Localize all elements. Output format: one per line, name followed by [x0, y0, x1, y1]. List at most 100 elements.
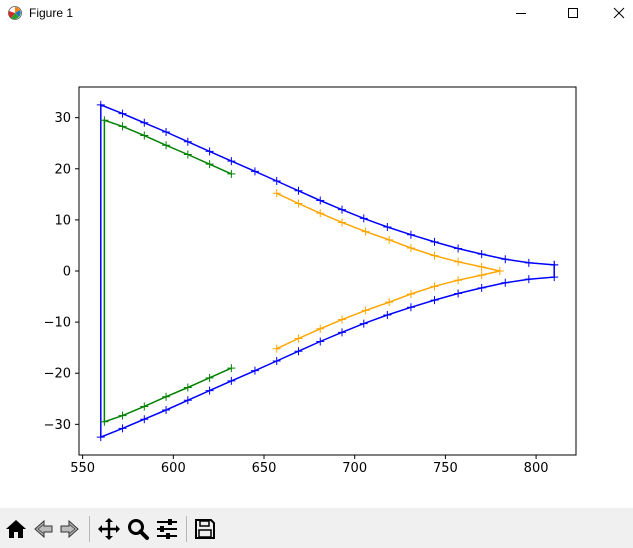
- data-point: [250, 167, 259, 176]
- data-point: [96, 100, 105, 109]
- maximize-button[interactable]: [550, 0, 595, 25]
- data-point: [162, 392, 171, 401]
- data-point: [294, 199, 303, 208]
- back-button[interactable]: [31, 517, 55, 541]
- data-point: [96, 433, 105, 442]
- figure-canvas[interactable]: 550 600 650 700 750 800 −30 −20 −10 0 10 20 30: [0, 25, 633, 508]
- data-point: [454, 276, 463, 285]
- data-point: [550, 260, 559, 269]
- data-point: [140, 402, 149, 411]
- data-point: [406, 230, 415, 239]
- y-tick-label: 30: [54, 111, 71, 126]
- data-point: [361, 227, 370, 236]
- window-titlebar: Figure 1: [0, 0, 633, 25]
- minimize-button[interactable]: [498, 0, 543, 25]
- maximize-icon: [567, 7, 578, 18]
- close-button[interactable]: [596, 0, 633, 25]
- y-tick-label: 0: [63, 265, 71, 280]
- data-point: [430, 251, 439, 260]
- data-point: [227, 157, 236, 166]
- data-point: [383, 310, 392, 319]
- y-tick-label: −10: [44, 316, 71, 331]
- data-point: [272, 344, 281, 353]
- data-point: [100, 417, 109, 426]
- data-point: [338, 315, 347, 324]
- data-point: [501, 255, 510, 264]
- data-point: [338, 218, 347, 227]
- data-point: [316, 196, 325, 205]
- zoom-button[interactable]: [126, 517, 150, 541]
- data-point: [227, 169, 236, 178]
- data-point: [294, 186, 303, 195]
- move-icon: [98, 518, 120, 540]
- axis-ticks: 550 600 650 700 750 800 −30 −20 −10 0 10 20 30: [44, 111, 549, 476]
- forward-arrow-icon: [60, 519, 79, 539]
- x-tick-label: 750: [433, 461, 458, 476]
- data-point: [430, 296, 439, 305]
- toolbar-separator: [186, 516, 187, 542]
- data-point: [205, 386, 214, 395]
- data-point: [406, 303, 415, 312]
- data-point: [550, 273, 559, 282]
- data-point: [140, 415, 149, 424]
- data-point: [406, 244, 415, 252]
- data-point: [183, 150, 192, 159]
- data-point: [272, 356, 281, 365]
- data-point: [118, 424, 127, 433]
- data-point: [454, 244, 463, 253]
- home-icon: [6, 520, 26, 538]
- series-line-2: [276, 192, 500, 350]
- data-point: [316, 337, 325, 346]
- data-point: [118, 411, 127, 420]
- data-point: [205, 147, 214, 156]
- data-point: [359, 214, 368, 223]
- magnifier-icon: [128, 519, 149, 540]
- data-point: [338, 205, 347, 214]
- data-point: [272, 177, 281, 186]
- data-point: [385, 298, 394, 307]
- data-point: [454, 289, 463, 298]
- data-point: [359, 319, 368, 328]
- y-tick-label: 20: [54, 162, 71, 177]
- forward-button[interactable]: [58, 517, 82, 541]
- data-point: [495, 267, 504, 275]
- data-point: [227, 376, 236, 385]
- data-point: [140, 131, 149, 140]
- data-point: [294, 347, 303, 356]
- data-point: [183, 396, 192, 405]
- matplotlib-icon: [8, 6, 22, 20]
- y-tick-label: −30: [44, 418, 71, 433]
- data-point: [205, 373, 214, 382]
- data-point: [477, 283, 486, 292]
- home-button[interactable]: [4, 517, 28, 541]
- floppy-disk-icon: [195, 519, 215, 539]
- close-icon: [613, 7, 624, 18]
- pan-button[interactable]: [97, 517, 121, 541]
- data-point: [162, 141, 171, 150]
- x-tick-label: 600: [161, 461, 186, 476]
- data-point: [383, 223, 392, 232]
- data-point: [524, 258, 533, 267]
- toolbar-separator: [89, 516, 90, 542]
- data-point: [406, 290, 415, 298]
- data-point: [338, 328, 347, 337]
- configure-subplots-button[interactable]: [155, 517, 179, 541]
- y-tick-label: −20: [44, 367, 71, 382]
- data-point: [524, 275, 533, 284]
- save-button[interactable]: [193, 517, 217, 541]
- navigation-toolbar: [0, 508, 633, 548]
- data-point: [162, 406, 171, 415]
- plot-area: [96, 100, 559, 442]
- x-tick-label: 700: [342, 461, 367, 476]
- data-point: [272, 189, 281, 198]
- data-point: [205, 160, 214, 169]
- data-point: [183, 383, 192, 392]
- data-point: [100, 116, 109, 125]
- data-point: [385, 235, 394, 244]
- data-point: [477, 271, 486, 280]
- data-point: [430, 237, 439, 246]
- data-point: [316, 324, 325, 333]
- line-chart: 550 600 650 700 750 800 −30 −20 −10 0 10 20 30: [44, 86, 577, 476]
- data-point: [294, 334, 303, 343]
- window-title: Figure 1: [29, 6, 74, 20]
